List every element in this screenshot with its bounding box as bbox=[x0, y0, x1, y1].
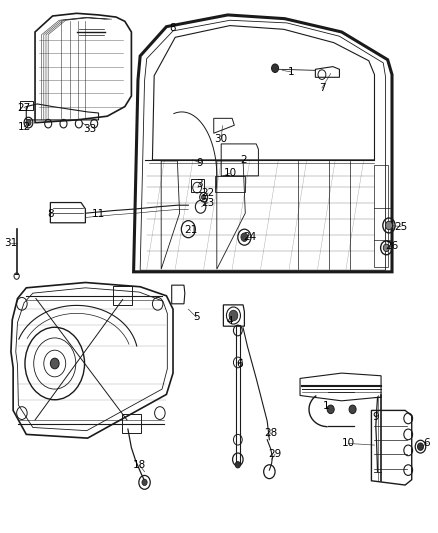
Circle shape bbox=[50, 358, 59, 369]
Circle shape bbox=[235, 462, 240, 468]
Text: 10: 10 bbox=[223, 168, 237, 178]
Circle shape bbox=[327, 405, 334, 414]
Circle shape bbox=[349, 405, 356, 414]
Text: 1: 1 bbox=[323, 401, 330, 411]
Text: 7: 7 bbox=[318, 83, 325, 93]
Text: 2: 2 bbox=[240, 155, 247, 165]
Text: 3: 3 bbox=[196, 179, 203, 189]
Text: 9: 9 bbox=[196, 158, 203, 167]
Text: 21: 21 bbox=[184, 225, 197, 235]
Text: 11: 11 bbox=[92, 209, 105, 219]
Text: 6: 6 bbox=[424, 439, 431, 448]
Text: 5: 5 bbox=[193, 312, 200, 322]
Circle shape bbox=[229, 310, 238, 321]
Text: 4: 4 bbox=[226, 316, 233, 326]
Text: 28: 28 bbox=[264, 428, 277, 438]
Text: 8: 8 bbox=[47, 209, 54, 219]
Circle shape bbox=[26, 119, 31, 126]
Text: 6: 6 bbox=[237, 359, 244, 368]
Circle shape bbox=[385, 221, 392, 230]
Text: 24: 24 bbox=[243, 232, 256, 242]
Circle shape bbox=[201, 195, 206, 200]
Text: 27: 27 bbox=[18, 103, 31, 112]
Text: 22: 22 bbox=[201, 188, 215, 198]
Circle shape bbox=[241, 233, 248, 241]
Text: 31: 31 bbox=[4, 238, 18, 247]
Circle shape bbox=[417, 443, 424, 450]
Text: 10: 10 bbox=[342, 439, 355, 448]
Text: 30: 30 bbox=[215, 134, 228, 143]
Text: 1: 1 bbox=[288, 67, 295, 77]
Text: 26: 26 bbox=[385, 241, 399, 251]
Circle shape bbox=[383, 244, 389, 252]
Text: 29: 29 bbox=[268, 449, 282, 459]
Text: 9: 9 bbox=[372, 412, 379, 422]
Text: 12: 12 bbox=[18, 122, 31, 132]
Circle shape bbox=[272, 64, 279, 72]
Text: 23: 23 bbox=[201, 198, 215, 207]
Text: 18: 18 bbox=[133, 460, 146, 470]
Text: 25: 25 bbox=[394, 222, 407, 231]
Circle shape bbox=[142, 479, 147, 486]
Text: 33: 33 bbox=[83, 124, 96, 134]
Text: 8: 8 bbox=[170, 23, 177, 33]
